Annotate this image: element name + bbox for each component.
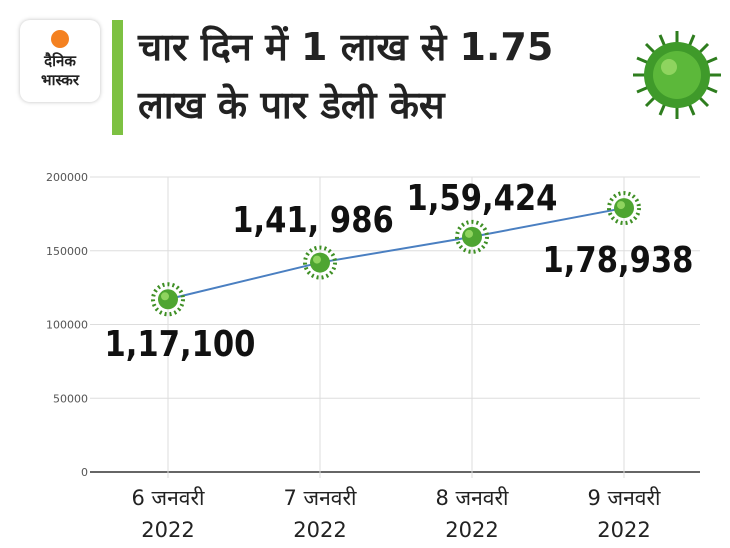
x-tick-label: 9 जनवरी 2022	[587, 486, 661, 542]
x-tick-label: 7 जनवरी 2022	[283, 486, 357, 542]
marker-body	[310, 252, 330, 273]
marker-spikes	[151, 282, 185, 317]
marker	[303, 245, 337, 280]
title-accent	[112, 20, 123, 135]
data-label: 1,78,938	[543, 239, 694, 281]
logo: दैनिक भास्कर	[20, 20, 100, 102]
data-label: 1,41, 986	[232, 199, 394, 241]
x-tick-label: 6 जनवरी 2022	[131, 486, 205, 542]
y-tick-label: 200000	[46, 171, 88, 184]
marker-spikes	[607, 191, 641, 226]
data-label: 1,17,100	[105, 323, 256, 365]
marker	[151, 282, 185, 317]
line	[167, 207, 625, 301]
marker-body	[462, 226, 482, 247]
marker-spikes	[303, 245, 337, 280]
logo-dot	[51, 30, 69, 48]
y-tick-label: 150000	[46, 245, 88, 258]
marker-highlight	[465, 229, 473, 238]
marker-highlight	[161, 292, 169, 301]
data-label: 1,59,424	[407, 177, 558, 219]
marker-highlight	[617, 201, 625, 210]
marker	[455, 219, 489, 254]
marker-highlight	[313, 255, 321, 264]
y-tick-label: 0	[81, 466, 88, 479]
chart-title: चार दिन में 1 लाख से 1.75 लाख के पार डेल…	[138, 25, 554, 127]
marker-spikes	[455, 219, 489, 254]
marker-body	[158, 289, 178, 310]
virus-illustration	[633, 31, 721, 119]
y-tick-label: 100000	[46, 319, 88, 332]
x-tick-label: 8 जनवरी 2022	[435, 486, 509, 542]
marker	[607, 191, 641, 226]
logo-text: दैनिक भास्कर	[41, 52, 79, 89]
marker-body	[614, 198, 634, 219]
y-tick-label: 50000	[53, 392, 88, 405]
